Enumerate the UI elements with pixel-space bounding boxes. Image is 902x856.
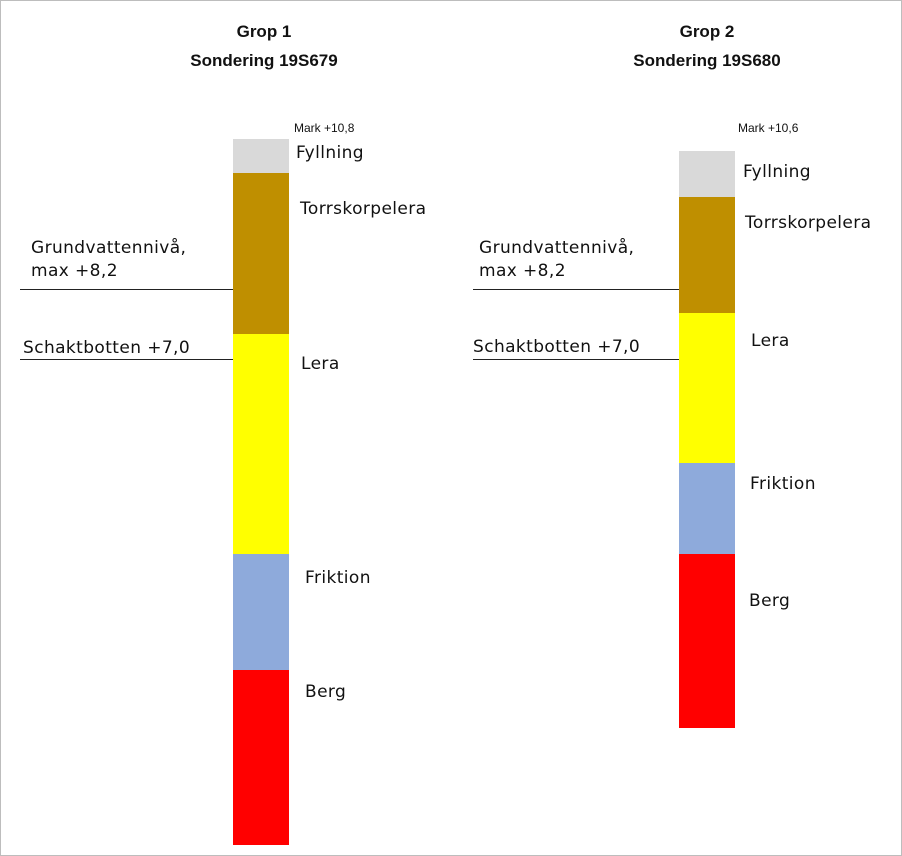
column-1-layer-lera bbox=[233, 334, 289, 554]
column-2-layer-lera bbox=[679, 313, 735, 463]
column-2-groundwater-line bbox=[473, 289, 679, 290]
column-2-groundwater-label-line2: max +8,2 bbox=[479, 261, 566, 281]
column-1-layer-friktion bbox=[233, 554, 289, 670]
column-2-title-line1: Grop 2 bbox=[679, 22, 735, 41]
column-1-title: Grop 1 Sondering 19S679 bbox=[134, 17, 394, 75]
column-1-layer-label-fyllning: Fyllning bbox=[296, 143, 364, 163]
column-2-excavation-line bbox=[473, 359, 679, 360]
column-1-groundwater-line bbox=[20, 289, 233, 290]
column-2-groundwater-label-line1: Grundvattennivå, bbox=[479, 238, 635, 258]
column-1-title-line2: Sondering 19S679 bbox=[190, 51, 338, 70]
column-2-groundwater-label: Grundvattennivå, max +8,2 bbox=[479, 237, 634, 283]
column-1-layer-label-friktion: Friktion bbox=[305, 568, 371, 588]
column-1-groundwater-label-line1: Grundvattennivå, bbox=[31, 238, 187, 258]
column-2-layer-label-berg: Berg bbox=[749, 591, 791, 611]
column-2-layer-friktion bbox=[679, 463, 735, 554]
column-2-layer-fyllning bbox=[679, 151, 735, 197]
column-2-layer-torrskorpelera bbox=[679, 197, 735, 313]
column-1-groundwater-label-line2: max +8,2 bbox=[31, 261, 118, 281]
column-1-layer-fyllning bbox=[233, 139, 289, 173]
column-1-excavation-line bbox=[20, 359, 233, 360]
column-1-title-line1: Grop 1 bbox=[236, 22, 292, 41]
column-2-ground-level-label: Mark +10,6 bbox=[738, 121, 799, 135]
column-1-layer-label-berg: Berg bbox=[305, 682, 347, 702]
column-2-excavation-label: Schaktbotten +7,0 bbox=[473, 337, 641, 357]
column-2-layer-label-fyllning: Fyllning bbox=[743, 162, 811, 182]
column-1-excavation-label: Schaktbotten +7,0 bbox=[23, 338, 191, 358]
column-2-layer-label-friktion: Friktion bbox=[750, 474, 816, 494]
column-1-ground-level-label: Mark +10,8 bbox=[294, 121, 355, 135]
column-2-title-line2: Sondering 19S680 bbox=[633, 51, 781, 70]
column-1-layer-berg bbox=[233, 670, 289, 845]
column-1-layer-torrskorpelera bbox=[233, 173, 289, 334]
column-1-layer-label-lera: Lera bbox=[301, 354, 340, 374]
column-2-layer-berg bbox=[679, 554, 735, 728]
column-2-layer-label-torrskorpelera: Torrskorpelera bbox=[745, 213, 872, 233]
column-1-groundwater-label: Grundvattennivå, max +8,2 bbox=[31, 237, 186, 283]
column-2-title: Grop 2 Sondering 19S680 bbox=[577, 17, 837, 75]
column-2-layer-label-lera: Lera bbox=[751, 331, 790, 351]
column-1-layer-label-torrskorpelera: Torrskorpelera bbox=[300, 199, 427, 219]
